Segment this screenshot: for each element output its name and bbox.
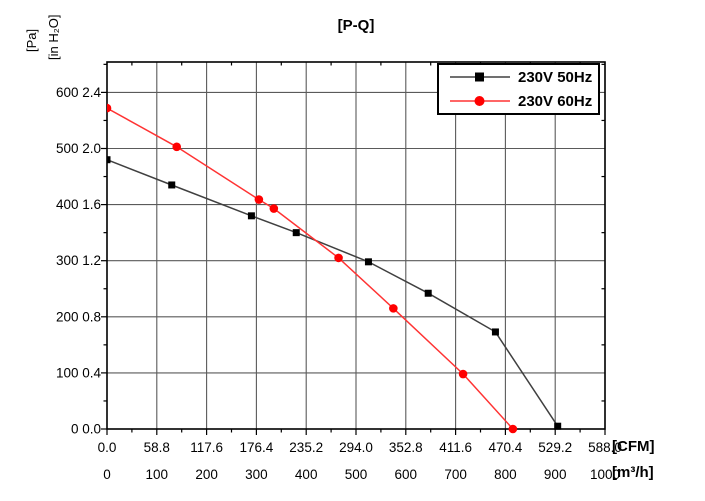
legend-item-230v-50hz: 230V 50Hz <box>439 65 598 89</box>
x-tick-label-cfm: 294.0 <box>339 440 373 455</box>
y-tick-label: 100 0.4 <box>56 365 102 380</box>
x-tick-label-cfm: 411.6 <box>439 440 472 455</box>
x-tick-label-m3h: 300 <box>245 467 268 482</box>
data-point-0 <box>491 328 499 336</box>
x-tick-label-cfm: 235.2 <box>289 440 323 455</box>
x-tick-label-cfm: 0.0 <box>98 440 117 455</box>
y-tick-label: 0 0.0 <box>71 422 101 437</box>
y-tick-label: 200 0.8 <box>56 309 101 324</box>
data-point-0 <box>168 181 176 189</box>
data-point-0 <box>247 212 255 220</box>
x-tick-label-m3h: 200 <box>195 467 218 482</box>
series-line-230v-60hz <box>107 107 514 430</box>
y-tick-label: 500 2.0 <box>56 141 101 156</box>
x-tick-label-m3h: 0 <box>103 467 111 482</box>
x-tick-label-m3h: 800 <box>494 467 517 482</box>
data-point-1 <box>508 424 518 434</box>
data-point-0 <box>364 258 372 266</box>
x-tick-label-cfm: 588.0 <box>588 440 622 455</box>
x-tick-label-cfm: 117.6 <box>190 440 223 455</box>
data-point-1 <box>107 103 112 113</box>
x-tick-label-m3h: 500 <box>345 467 368 482</box>
x-tick-label-m3h: 700 <box>444 467 467 482</box>
data-point-1 <box>172 142 182 152</box>
x-tick-label-m3h: 100 <box>146 467 169 482</box>
data-point-1 <box>458 369 468 379</box>
data-point-1 <box>269 204 279 213</box>
legend-label-60hz: 230V 60Hz <box>518 92 593 110</box>
x-tick-label-m3h: 400 <box>295 467 318 482</box>
legend-sample-50hz <box>450 72 510 82</box>
data-point-1 <box>389 304 398 313</box>
x-tick-label-cfm: 58.8 <box>144 440 170 455</box>
legend-sample-60hz <box>450 96 510 106</box>
x-tick-label-cfm: 352.8 <box>389 440 423 455</box>
data-point-0 <box>424 289 432 297</box>
data-point-1 <box>254 195 264 204</box>
x-tick-label-m3h: 1000 <box>590 467 620 482</box>
x-tick-label-cfm: 529.2 <box>538 440 572 455</box>
y-tick-label: 300 1.2 <box>56 253 101 268</box>
series-line-230v-50hz <box>107 159 559 427</box>
y-tick-label: 600 2.4 <box>56 85 102 100</box>
x-axis-unit-cfm: [CFM] <box>612 438 655 455</box>
data-point-0 <box>292 229 300 237</box>
data-point-1 <box>334 253 343 263</box>
x-tick-label-m3h: 600 <box>395 467 418 482</box>
data-point-0 <box>107 156 111 164</box>
x-tick-label-cfm: 176.4 <box>240 440 274 455</box>
x-tick-label-cfm: 470.4 <box>489 440 523 455</box>
legend-label-50hz: 230V 50Hz <box>518 68 593 86</box>
x-tick-label-m3h: 900 <box>544 467 567 482</box>
data-point-0 <box>554 422 562 430</box>
chart-title: [P-Q] <box>337 17 375 34</box>
x-axis-unit-m3h: [m³/h] <box>612 464 654 481</box>
legend-item-230v-60hz: 230V 60Hz <box>439 89 598 113</box>
y-tick-label: 400 1.6 <box>56 197 101 212</box>
legend-box: 230V 50Hz 230V 60Hz <box>437 63 600 115</box>
